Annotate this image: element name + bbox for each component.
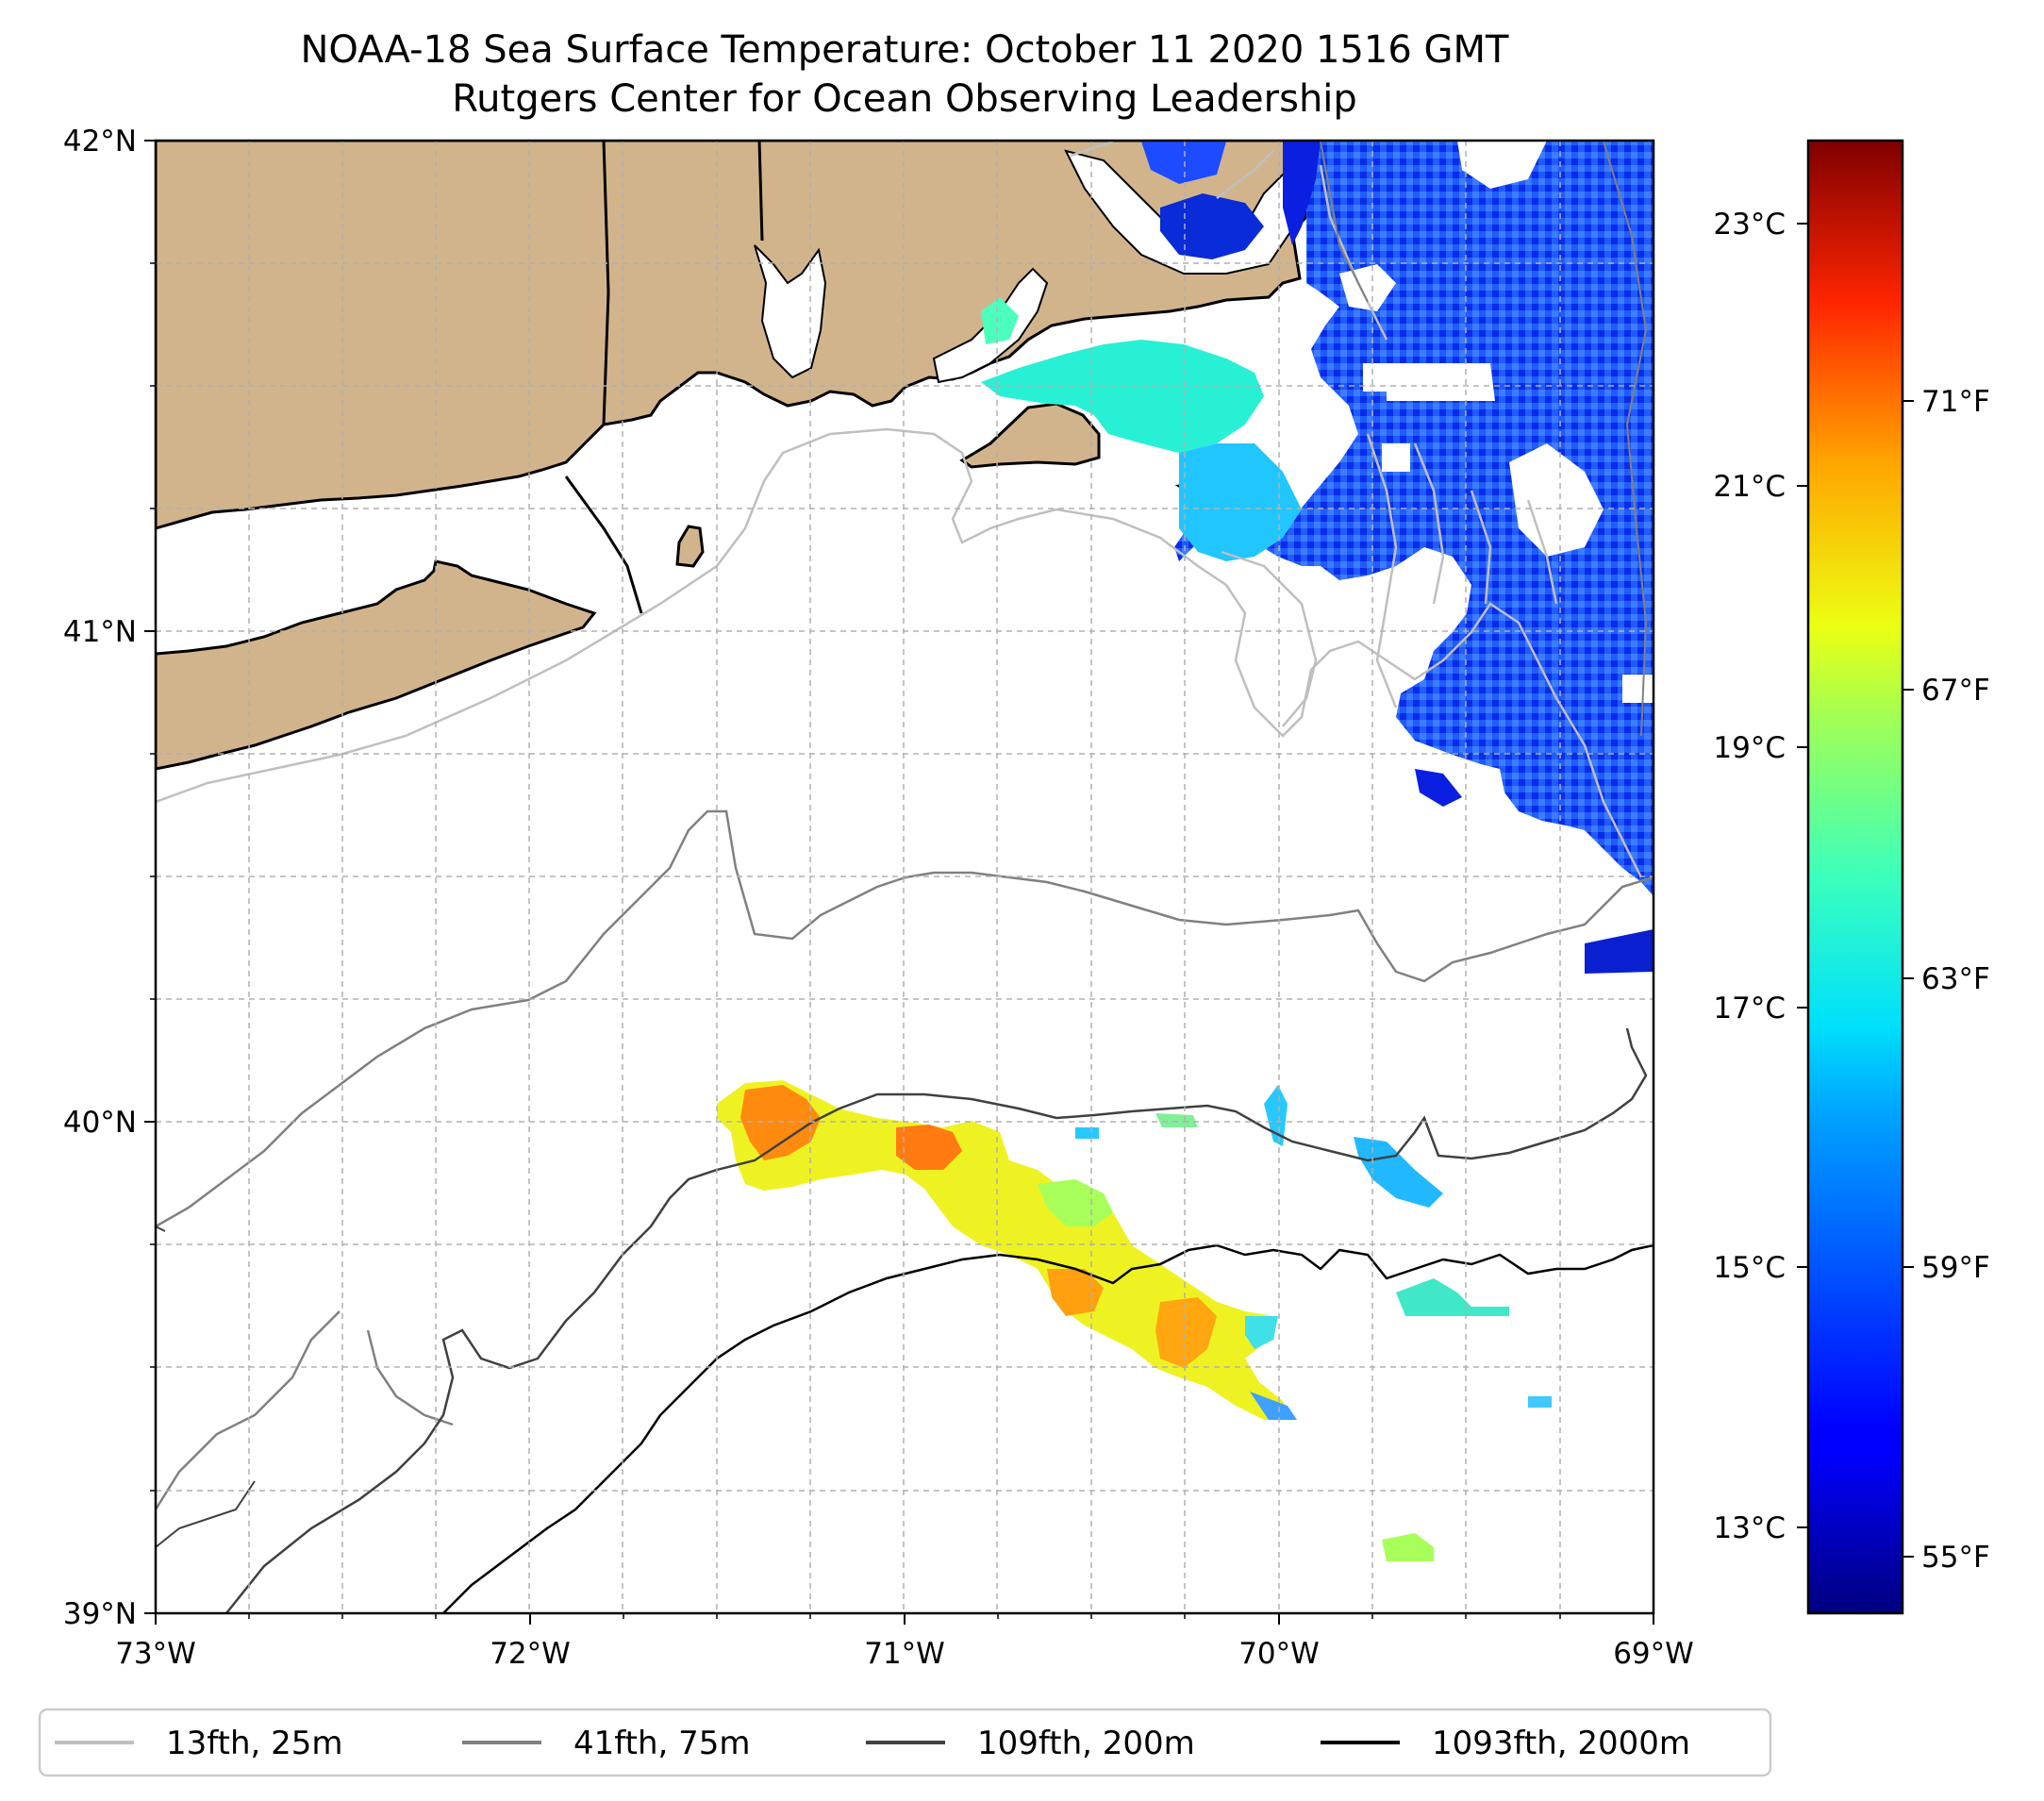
colorbar [1806, 139, 1904, 1615]
celsius-tick-label: 15°C [1713, 1251, 1786, 1285]
lon-tick-label: 73°W [115, 1637, 196, 1671]
isobath-25m-shoals [1221, 433, 1558, 727]
celsius-tick-label: 17°C [1713, 992, 1786, 1026]
fahrenheit-tick-label: 55°F [1921, 1541, 1990, 1575]
sst-cool-water-shelf [981, 340, 1264, 453]
colorbar-fahrenheit-ticks [1903, 400, 1914, 1558]
cloud-gap-4 [1509, 443, 1604, 557]
legend-label: 109fth, 200m [977, 1725, 1195, 1762]
isobath-25m [156, 427, 1643, 878]
sst-warm-core-4 [1155, 1297, 1217, 1368]
sst-blue-blob-1 [1415, 769, 1462, 807]
lat-tick-label: 39°N [63, 1597, 137, 1631]
isobath-200m [225, 1027, 1648, 1613]
lon-tick-label: 69°W [1613, 1637, 1694, 1671]
celsius-tick-label: 23°C [1713, 208, 1786, 242]
fahrenheit-tick-label: 71°F [1921, 385, 1990, 419]
state-border-ct-ri [602, 141, 610, 425]
cloud-gap-1 [1387, 363, 1495, 401]
cloud-gap-6 [1339, 264, 1396, 311]
land-long-island [156, 559, 597, 771]
sst-cold-water-patch-2 [1160, 193, 1264, 259]
sst-patch-east-3 [1382, 1533, 1434, 1561]
axis-ticks [144, 140, 1654, 1625]
lat-tick-label: 42°N [63, 125, 137, 158]
lat-tick-label: 40°N [63, 1106, 137, 1140]
legend-label: 13fth, 25m [166, 1725, 343, 1762]
sst-cold-water-patch-3 [1141, 142, 1226, 184]
sst-warm-water-filament [717, 1080, 1292, 1420]
axis-minor-ticks [150, 262, 1561, 1619]
sst-patch-east-4 [1264, 1085, 1288, 1146]
sst-cold-water-east [1174, 141, 1653, 896]
land-marthas-vineyard [959, 402, 1101, 469]
map-graticule [156, 141, 1653, 1613]
sst-patch-east-2 [1396, 1278, 1509, 1316]
sst-green-edge-2 [1245, 1316, 1278, 1349]
sst-green-edge-1 [1038, 1179, 1113, 1226]
celsius-tick-label: 13°C [1713, 1511, 1786, 1545]
state-border-ri-ma [757, 141, 764, 242]
celsius-tick-label: 19°C [1713, 731, 1786, 765]
colorbar-celsius-ticks [1797, 223, 1808, 1528]
sst-warm-core-2 [896, 1125, 962, 1170]
land-mainland [156, 141, 1308, 530]
lon-tick-label: 71°W [864, 1637, 945, 1671]
legend-label: 41fth, 75m [573, 1725, 751, 1762]
sst-patch-east-5 [1155, 1113, 1198, 1127]
sst-patch-east-6 [1528, 1396, 1552, 1408]
isobath-75m-east [1320, 141, 1648, 737]
land-block-island [675, 525, 705, 568]
legend-label: 1093fth, 2000m [1432, 1725, 1690, 1762]
state-border-ny-ct [564, 475, 643, 614]
lon-tick-label: 70°W [1238, 1637, 1320, 1671]
sst-cold-water-patch-1 [1283, 141, 1321, 245]
narragansett-bay [754, 244, 827, 379]
map-title-line1: NOAA-18 Sea Surface Temperature: October… [301, 28, 1510, 72]
sst-cyan-edge-3 [1250, 1392, 1297, 1420]
sst-warm-core-1 [740, 1085, 821, 1160]
fahrenheit-tick-label: 63°F [1921, 962, 1990, 996]
sst-patch-east-1 [1354, 1137, 1443, 1208]
fahrenheit-tick-label: 59°F [1921, 1251, 1990, 1285]
cloud-gap-3 [1382, 443, 1410, 472]
fahrenheit-tick-label: 67°F [1921, 674, 1990, 708]
sst-warm-core-3 [1047, 1269, 1104, 1316]
map-title-line2: Rutgers Center for Ocean Observing Leade… [452, 77, 1357, 121]
isobath-200m-west [156, 1226, 256, 1548]
isobath-75m-west [156, 1310, 454, 1510]
cloud-gap-7 [1457, 141, 1547, 189]
cloud-gap-2 [1363, 363, 1387, 392]
sst-cyan-patch-3 [981, 297, 1019, 344]
isobath-legend: 13fth, 25m 41fth, 75m 109fth, 200m 1093f… [38, 1708, 1772, 1777]
sst-patch-east-7 [1075, 1127, 1099, 1139]
sst-cyan-patch-2 [1179, 443, 1302, 561]
cloud-gap-5 [1622, 675, 1653, 703]
celsius-tick-label: 21°C [1713, 470, 1786, 504]
isobath-2000m [442, 1243, 1653, 1613]
isobath-75m [156, 809, 1653, 1228]
sst-blue-blob-2 [1585, 929, 1653, 974]
lat-tick-label: 41°N [63, 615, 137, 649]
lon-tick-label: 72°W [490, 1637, 571, 1671]
